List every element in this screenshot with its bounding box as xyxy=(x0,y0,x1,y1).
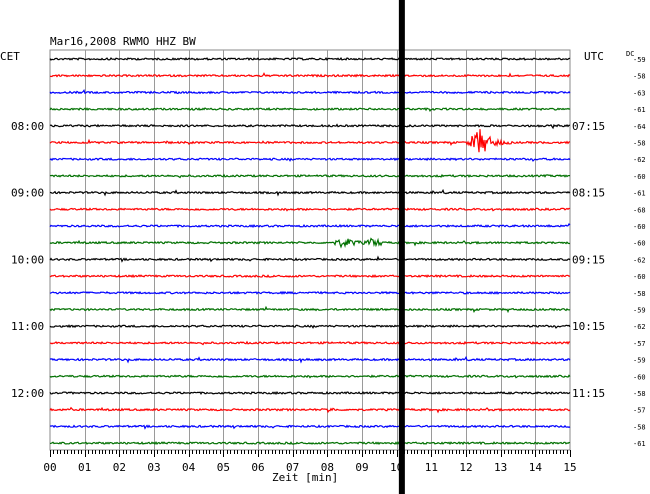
cet-time-label: 11:00 xyxy=(11,320,44,333)
dc-offset-label: -58 xyxy=(633,423,646,431)
dc-offset-label: -58 xyxy=(633,140,646,148)
traces xyxy=(49,56,571,446)
x-tick-label: 06 xyxy=(251,461,264,474)
x-tick-label: 14 xyxy=(529,461,543,474)
trace-13 xyxy=(49,273,571,279)
trace-23 xyxy=(49,440,571,446)
x-axis-label: Zeit [min] xyxy=(272,471,338,484)
dc-offset-label: -60 xyxy=(633,240,646,248)
utc-time-label: 10:15 xyxy=(572,320,605,333)
x-tick-label: 11 xyxy=(425,461,438,474)
cet-time-label: 08:00 xyxy=(11,120,44,133)
trace-4 xyxy=(49,123,571,130)
dc-title: DC xyxy=(626,50,634,58)
trace-15 xyxy=(49,305,571,314)
trace-22 xyxy=(49,422,571,430)
dc-offset-label: -58 xyxy=(633,73,646,81)
trace-14 xyxy=(49,290,571,295)
right-axis-title: UTC xyxy=(584,50,604,63)
dc-offset-label: -59 xyxy=(633,307,646,315)
chart-header: Mar16,2008 RWMO HHZ BW xyxy=(50,35,196,48)
dc-offset-label: -60 xyxy=(633,373,646,381)
dc-offset-label: -61 xyxy=(633,440,646,448)
time-labels: 08:00 09:00 10:00 11:00 12:00 07:15 08:15 09:15… xyxy=(11,56,646,448)
x-tick-label: 15 xyxy=(563,461,576,474)
trace-20 xyxy=(49,390,571,396)
trace-8 xyxy=(49,188,571,197)
x-axis: 00 01 02 03 04 05 06 07 08 09 10 11 12 13 14 15 xyxy=(43,450,577,474)
x-tick-label: 03 xyxy=(147,461,160,474)
trace-12 xyxy=(49,255,571,263)
trace-5 xyxy=(49,129,571,153)
trace-19 xyxy=(49,374,571,379)
x-tick-label: 13 xyxy=(494,461,507,474)
dc-offset-label: -57 xyxy=(633,407,646,415)
dc-offset-label: -58 xyxy=(633,290,646,298)
dc-offset-label: -61 xyxy=(633,190,646,198)
dc-offset-label: -62 xyxy=(633,323,646,331)
x-tick-label: 08 xyxy=(321,461,334,474)
dc-offset-label: -59 xyxy=(633,56,646,64)
x-tick-label: 05 xyxy=(217,461,230,474)
x-tick-label: 01 xyxy=(78,461,91,474)
dc-offset-label: -63 xyxy=(633,89,646,97)
trace-18 xyxy=(49,355,571,364)
data-gap-bar xyxy=(398,0,405,494)
dc-offset-label: -60 xyxy=(633,273,646,281)
gap-marker xyxy=(398,0,405,494)
dc-offset-label: -68 xyxy=(633,206,646,214)
trace-3 xyxy=(49,107,571,113)
x-tick-label: 04 xyxy=(182,461,196,474)
utc-time-label: 07:15 xyxy=(572,120,605,133)
x-tick-label: 09 xyxy=(355,461,368,474)
x-tick-label: 12 xyxy=(459,461,472,474)
dc-offset-label: -64 xyxy=(633,123,646,131)
trace-7 xyxy=(49,173,570,179)
grid xyxy=(49,49,571,451)
dc-offset-label: -57 xyxy=(633,340,646,348)
dc-offset-label: -62 xyxy=(633,256,646,264)
trace-2 xyxy=(49,88,571,95)
dc-offset-label: -60 xyxy=(633,173,646,181)
left-axis-title: CET xyxy=(0,50,20,63)
trace-11 xyxy=(49,237,570,249)
dc-offset-label: -61 xyxy=(633,106,646,114)
utc-time-label: 08:15 xyxy=(572,187,605,200)
x-tick-label: 02 xyxy=(113,461,126,474)
trace-10 xyxy=(49,222,571,229)
dc-offset-label: -60 xyxy=(633,223,646,231)
dc-offset-label: -59 xyxy=(633,357,646,365)
trace-0 xyxy=(49,56,571,61)
cet-time-label: 12:00 xyxy=(11,387,44,400)
trace-9 xyxy=(49,207,571,212)
trace-17 xyxy=(49,340,570,346)
utc-time-label: 09:15 xyxy=(572,253,605,266)
dc-offset-label: -62 xyxy=(633,156,646,164)
trace-21 xyxy=(49,406,571,414)
dc-offset-label: -58 xyxy=(633,390,646,398)
trace-16 xyxy=(49,324,571,329)
trace-6 xyxy=(49,157,571,162)
utc-time-label: 11:15 xyxy=(572,387,605,400)
x-tick-label: 07 xyxy=(286,461,299,474)
cet-time-label: 10:00 xyxy=(11,253,44,266)
x-tick-label: 00 xyxy=(43,461,56,474)
cet-time-label: 09:00 xyxy=(11,187,44,200)
trace-1 xyxy=(49,72,571,78)
